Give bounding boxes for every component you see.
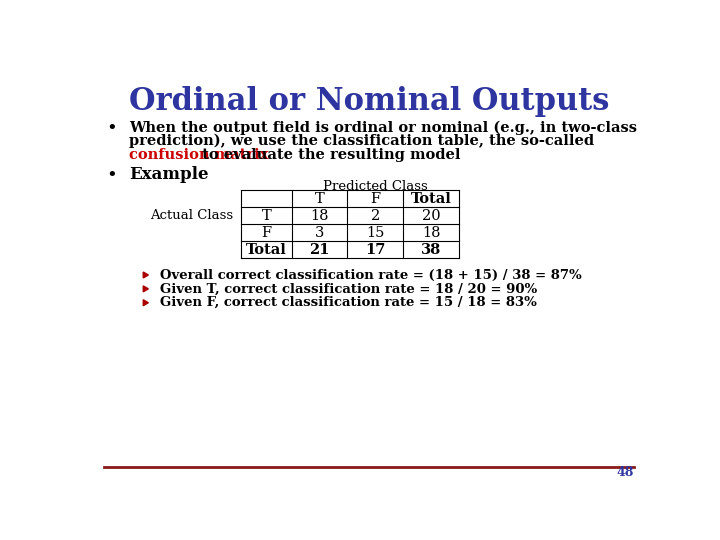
- Text: 21: 21: [309, 242, 330, 256]
- Text: Ordinal or Nominal Outputs: Ordinal or Nominal Outputs: [129, 85, 609, 117]
- Text: •: •: [107, 119, 117, 138]
- Text: T: T: [261, 209, 271, 222]
- Text: 38: 38: [421, 242, 441, 256]
- Text: 3: 3: [315, 226, 324, 240]
- Text: •: •: [107, 166, 117, 184]
- Text: confusion matrix: confusion matrix: [129, 148, 269, 162]
- Text: F: F: [261, 226, 271, 240]
- Text: Overall correct classification rate = (18 + 15) / 38 = 87%: Overall correct classification rate = (1…: [160, 268, 582, 281]
- Text: 48: 48: [616, 467, 634, 480]
- Polygon shape: [143, 286, 148, 292]
- Text: When the output field is ordinal or nominal (e.g., in two-class: When the output field is ordinal or nomi…: [129, 120, 636, 134]
- Text: 15: 15: [366, 226, 384, 240]
- Text: to evaluate the resulting model: to evaluate the resulting model: [197, 148, 461, 162]
- Text: 17: 17: [365, 242, 385, 256]
- Text: Given F, correct classification rate = 15 / 18 = 83%: Given F, correct classification rate = 1…: [160, 296, 536, 309]
- Text: Total: Total: [246, 242, 287, 256]
- Text: 18: 18: [310, 209, 328, 222]
- Text: Example: Example: [129, 166, 208, 184]
- Text: Actual Class: Actual Class: [150, 209, 233, 222]
- Text: 18: 18: [422, 226, 440, 240]
- Text: F: F: [370, 192, 380, 206]
- Text: Given T, correct classification rate = 18 / 20 = 90%: Given T, correct classification rate = 1…: [160, 282, 537, 295]
- Text: 20: 20: [422, 209, 441, 222]
- Text: Predicted Class: Predicted Class: [323, 180, 428, 193]
- Polygon shape: [143, 300, 148, 306]
- Text: 2: 2: [371, 209, 380, 222]
- Polygon shape: [143, 272, 148, 278]
- Text: T: T: [315, 192, 324, 206]
- Text: prediction), we use the classification table, the so-called: prediction), we use the classification t…: [129, 134, 594, 148]
- Text: Total: Total: [410, 192, 451, 206]
